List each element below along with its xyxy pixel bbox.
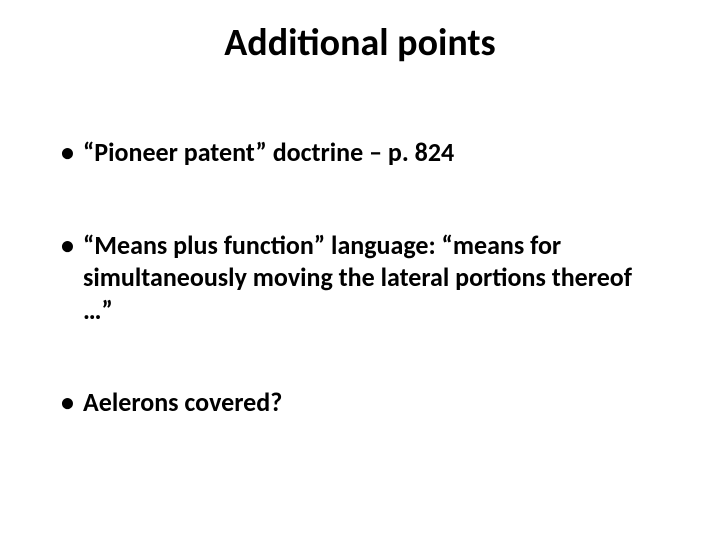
bullet-text: “Means plus function” language: “means f… [83, 229, 632, 326]
bullet-text: Aelerons covered? [83, 386, 282, 418]
slide-title: Additional points [55, 20, 665, 66]
bullet-list: “Pioneer patent” doctrine – p. 824 “Mean… [55, 136, 665, 419]
bullet-item: “Means plus function” language: “means f… [55, 229, 665, 327]
bullet-item: Aelerons covered? [55, 386, 665, 419]
bullet-item: “Pioneer patent” doctrine – p. 824 [55, 136, 665, 169]
bullet-text: “Pioneer patent” doctrine – p. 824 [83, 136, 454, 168]
